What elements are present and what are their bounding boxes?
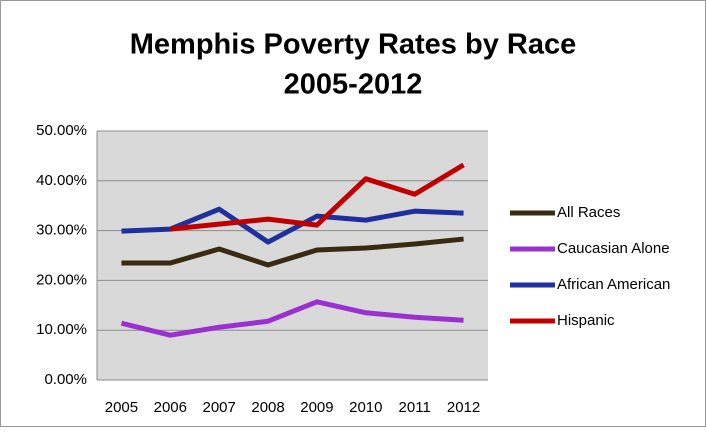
x-tick-label: 2010	[349, 399, 382, 416]
series-line	[120, 299, 464, 338]
series-line	[121, 236, 464, 268]
x-tick-label: 2005	[105, 399, 138, 416]
chart-title: Memphis Poverty Rates by Race	[130, 29, 576, 61]
y-tick-label: 0.00%	[44, 371, 87, 388]
y-tick-label: 40.00%	[36, 172, 87, 189]
y-tick-label: 30.00%	[36, 222, 87, 239]
legend-label: All Races	[557, 204, 620, 221]
chart-title: 2005-2012	[284, 69, 423, 101]
x-tick-label: 2009	[300, 399, 333, 416]
legend-label: Caucasian Alone	[557, 240, 670, 257]
x-tick-label: 2011	[399, 399, 431, 416]
y-tick-label: 50.00%	[36, 122, 87, 139]
legend-label: Hispanic	[557, 312, 615, 329]
series-line	[170, 162, 465, 232]
x-tick-label: 2007	[203, 399, 236, 416]
x-tick-label: 2006	[154, 399, 187, 416]
x-tick-label: 2012	[447, 399, 480, 416]
legend-label: African American	[557, 276, 670, 293]
x-tick-label: 2008	[251, 399, 284, 416]
y-tick-label: 10.00%	[36, 321, 87, 338]
y-tick-label: 20.00%	[36, 271, 87, 288]
